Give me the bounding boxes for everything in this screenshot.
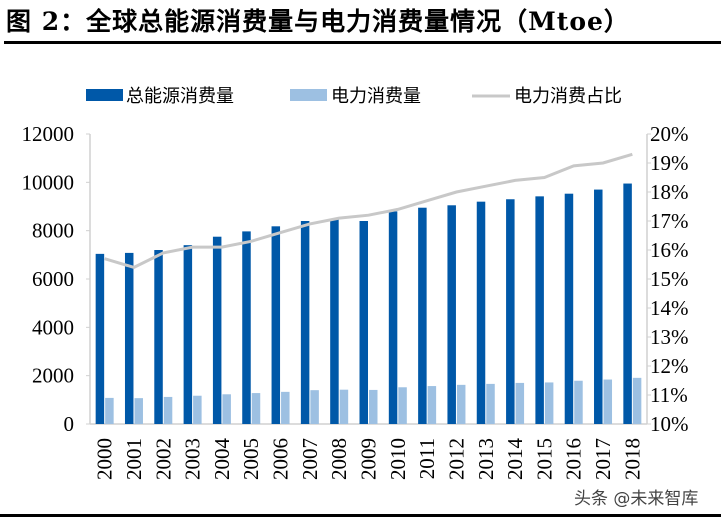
legend-label-total-energy: 总能源消费量 [126,86,234,107]
bar-total-energy [564,193,574,424]
y2-tick-label: 20% [650,122,689,146]
bar-electricity [163,396,173,424]
bar-electricity [427,386,437,424]
bar-total-energy [447,205,456,424]
y2-tick-label: 14% [650,296,689,320]
x-tick-label: 2002 [151,438,175,480]
y-tick-label: 0 [64,412,75,436]
y-tick-label: 6000 [32,267,74,291]
bar-total-energy [418,207,427,424]
x-tick-label: 2008 [327,438,351,480]
bar-electricity [339,389,349,424]
y2-tick-label: 19% [650,151,689,175]
x-tick-label: 2000 [93,438,117,480]
bar-total-energy [300,221,310,424]
bar-electricity [310,390,319,424]
y-tick-label: 8000 [32,219,74,243]
watermark: 头条 @未来智库 [574,489,698,509]
bar-total-energy [388,211,398,424]
bar-electricity [134,398,143,424]
bar-electricity [603,379,613,424]
x-tick-label: 2010 [386,438,410,480]
bar-total-energy [124,252,134,424]
figure-title: 图 2：全球总能源消费量与电力消费量情况（Mtoe） [6,7,630,36]
bar-electricity [486,383,495,424]
x-tick-label: 2001 [122,438,146,480]
x-tick-label: 2017 [591,438,615,480]
bar-electricity [251,393,261,424]
x-tick-label: 2013 [474,438,498,480]
y2-tick-label: 15% [650,267,689,291]
bar-electricity [369,389,378,424]
bar-electricity [281,391,290,424]
y2-tick-label: 10% [650,412,689,436]
bar-electricity [105,397,114,424]
x-tick-label: 2011 [415,438,439,479]
y-tick-label: 2000 [32,364,74,388]
legend-label-electricity: 电力消费量 [331,86,421,107]
bar-total-energy [271,226,281,424]
bar-total-energy [359,221,368,424]
bar-total-energy [212,236,222,424]
bar-total-energy [330,218,339,424]
bar-total-energy [594,189,603,424]
bar-electricity [632,377,642,424]
legend-swatch-total-energy [86,89,123,101]
x-tick-label: 2005 [239,438,263,480]
bar-electricity [398,387,407,424]
x-tick-label: 2018 [620,438,644,480]
bar-total-energy [183,245,193,424]
bar-electricity [574,380,583,424]
y-tick-label: 12000 [22,122,75,146]
y2-tick-label: 11% [650,383,688,407]
x-tick-label: 2006 [269,438,293,480]
bar-total-energy [506,199,515,424]
bar-electricity [544,382,554,424]
bar-total-energy [95,253,105,424]
x-tick-label: 2012 [444,438,468,480]
bottom-divider [0,514,721,517]
x-tick-label: 2009 [357,438,381,480]
bar-electricity [515,382,525,424]
bar-total-energy [242,231,251,424]
legend-label-share: 电力消费占比 [514,86,622,107]
x-tick-label: 2016 [562,438,586,480]
y-tick-label: 4000 [32,315,74,339]
x-tick-label: 2015 [532,438,556,480]
legend-swatch-electricity [290,89,327,101]
y2-tick-label: 12% [650,354,689,378]
y2-tick-label: 18% [650,180,689,204]
x-tick-label: 2004 [210,438,234,481]
x-tick-label: 2003 [181,438,205,480]
bar-total-energy [476,201,486,424]
title-divider [4,41,721,44]
bar-total-energy [623,183,632,424]
bar-electricity [222,394,231,424]
bar-electricity [456,384,466,424]
y2-tick-label: 17% [650,209,689,233]
x-tick-label: 2007 [298,438,322,480]
y2-tick-label: 16% [650,238,689,262]
y-tick-label: 10000 [22,170,75,194]
x-tick-label: 2014 [503,438,527,481]
bar-total-energy [535,196,544,424]
bar-total-energy [154,250,163,424]
y2-tick-label: 13% [650,325,689,349]
bar-electricity [193,395,202,424]
